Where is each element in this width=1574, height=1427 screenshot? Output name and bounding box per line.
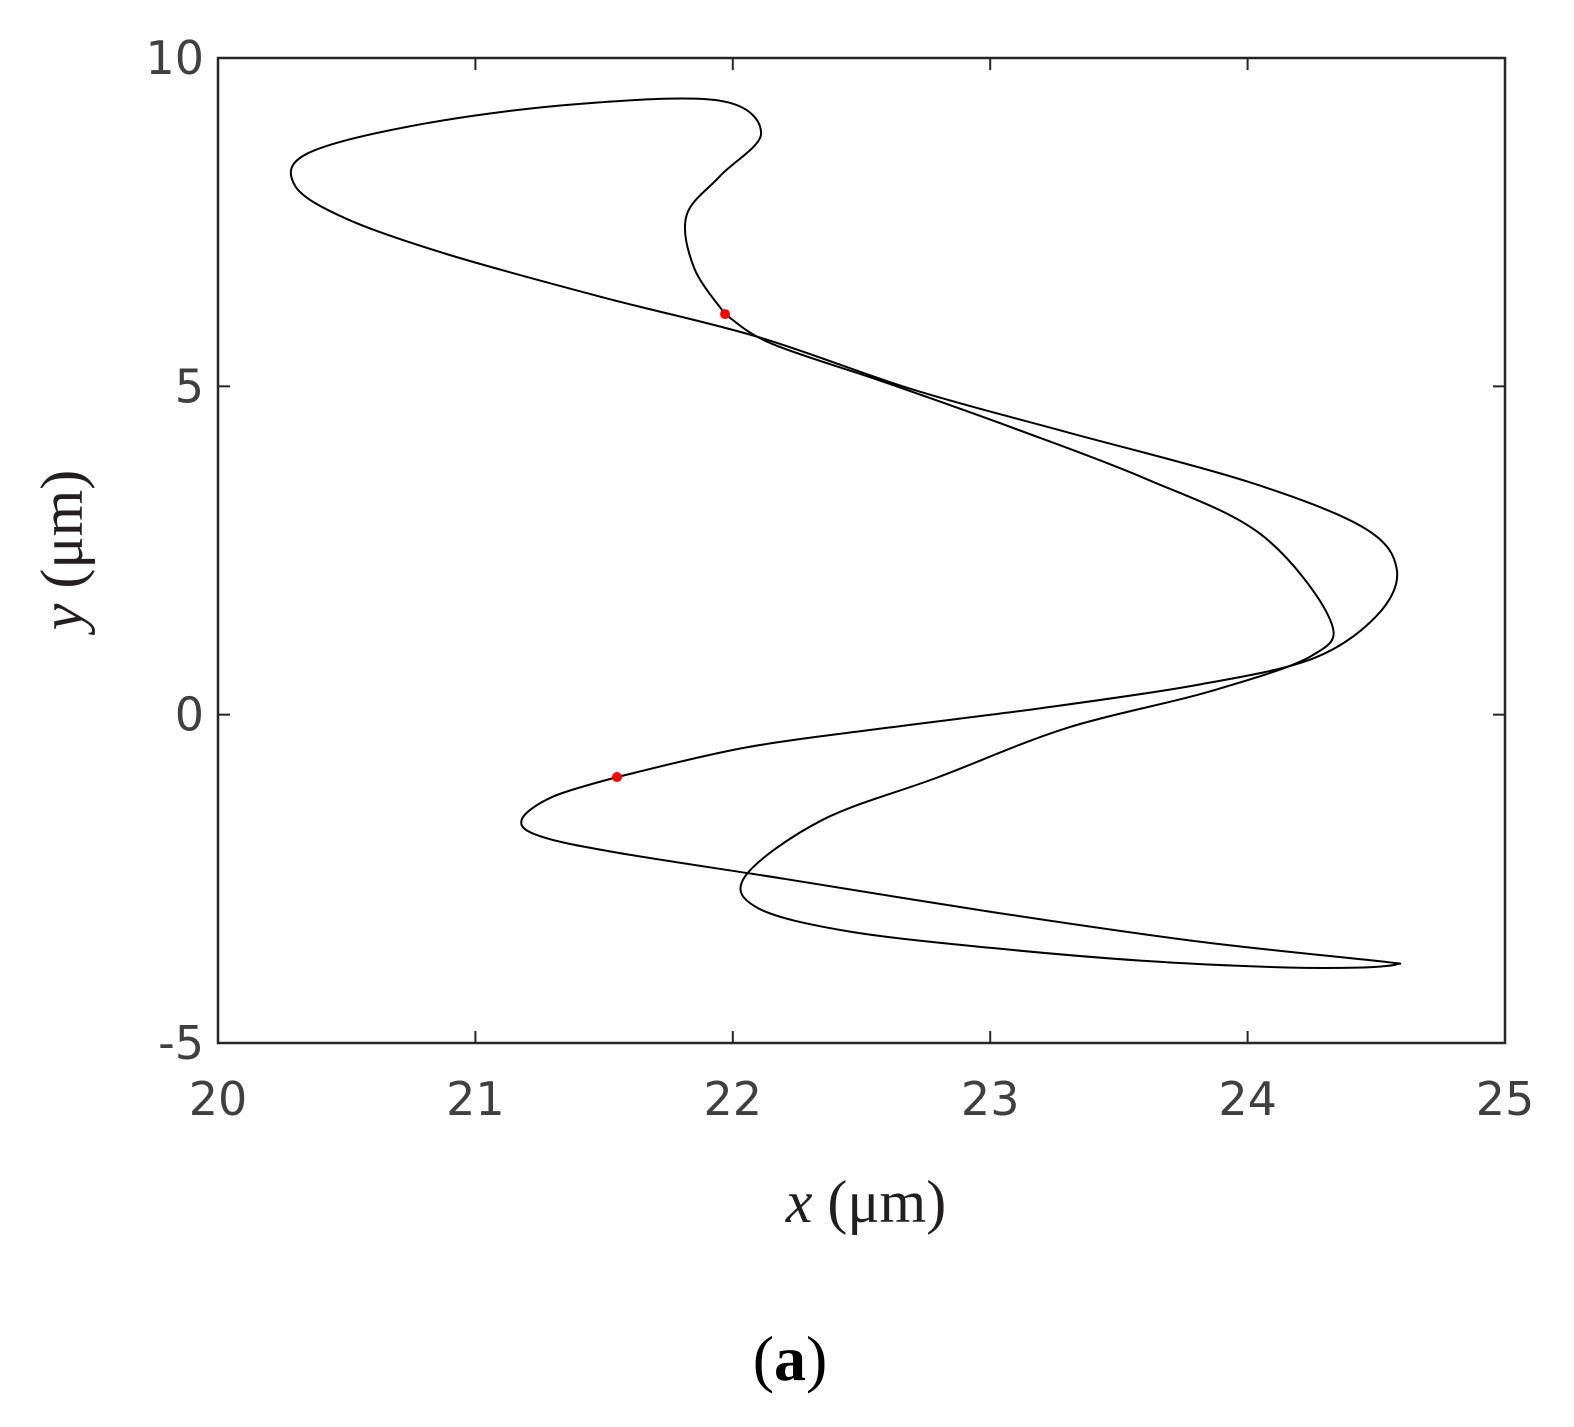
x-axis-unit: (μm) xyxy=(812,1169,946,1235)
x-tick-label: 23 xyxy=(961,1072,1020,1126)
trajectory-line-1 xyxy=(520,313,1402,970)
red-marker-1 xyxy=(720,309,731,320)
panel-letter: a xyxy=(774,1323,806,1394)
trajectory-markers xyxy=(611,309,731,783)
panel-label: (a) xyxy=(753,1323,828,1394)
y-axis-variable: y xyxy=(29,603,95,636)
trajectory-curves xyxy=(289,97,1402,970)
panel-close-paren: ) xyxy=(806,1323,827,1394)
x-tick-label: 25 xyxy=(1476,1072,1535,1126)
y-tick-label: 10 xyxy=(145,31,204,85)
axis-ticks xyxy=(217,57,1506,1044)
axes-box xyxy=(216,56,1507,1045)
x-tick-label: 21 xyxy=(446,1072,505,1126)
x-axis-label: x (μm) xyxy=(785,1169,946,1235)
y-axis-unit: (μm) xyxy=(29,470,95,604)
trajectory-line-2 xyxy=(289,97,1399,778)
x-tick-label: 22 xyxy=(704,1072,763,1126)
x-tick-label: 24 xyxy=(1218,1072,1277,1126)
y-tick-label: 0 xyxy=(175,688,204,742)
x-axis-variable: x xyxy=(785,1169,813,1235)
panel-open-paren: ( xyxy=(753,1323,774,1394)
tick-labels: 20 21 22 23 24 25 -5 0 5 10 xyxy=(145,31,1534,1126)
y-tick-label: -5 xyxy=(158,1016,204,1070)
y-tick-label: 5 xyxy=(175,359,204,413)
y-axis-label: y (μm) xyxy=(29,470,95,636)
red-marker-2 xyxy=(611,772,622,783)
plot-area xyxy=(216,56,1507,1045)
x-tick-label: 20 xyxy=(189,1072,248,1126)
